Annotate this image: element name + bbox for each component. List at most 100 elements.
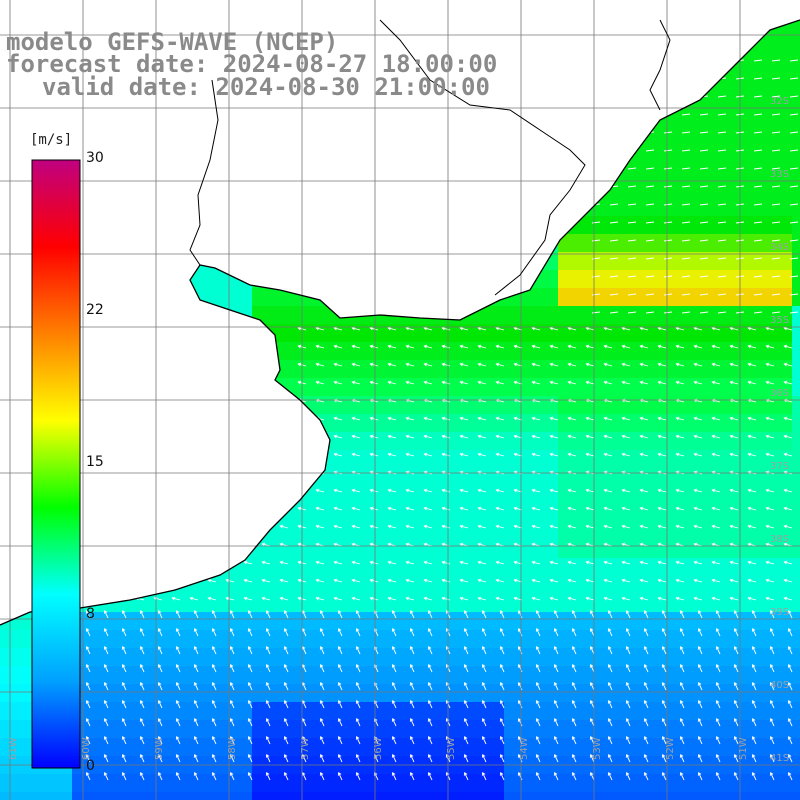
speed-cell: [774, 432, 792, 450]
wind-arrow: [748, 525, 757, 529]
speed-cell: [594, 486, 612, 504]
wind-arrow: [172, 597, 181, 601]
wind-arrow: [280, 561, 289, 565]
wind-arrow-head: [661, 681, 666, 686]
wind-arrow: [316, 597, 325, 601]
wind-arrow-head: [387, 578, 392, 583]
wind-arrow: [460, 597, 469, 601]
wind-arrow: [568, 417, 577, 421]
wind-arrow-head: [625, 771, 630, 776]
wind-arrow-head: [297, 596, 302, 601]
wind-arrow: [748, 507, 757, 511]
wind-arrow: [176, 754, 181, 763]
wind-arrow: [645, 221, 655, 224]
wind-arrow: [122, 772, 127, 781]
speed-cell: [648, 252, 666, 270]
wind-arrow: [586, 453, 595, 457]
speed-cell: [378, 702, 396, 720]
wind-arrow: [734, 772, 739, 781]
speed-cell: [468, 702, 486, 720]
wind-arrow-head: [783, 344, 788, 349]
speed-cell: [522, 612, 540, 630]
wind-arrow-head: [553, 771, 558, 776]
speed-cell: [216, 792, 234, 800]
wind-arrow: [644, 682, 649, 691]
wind-arrow-head: [589, 681, 594, 686]
speed-cell: [540, 270, 558, 288]
speed-cell: [702, 306, 720, 324]
speed-cell: [666, 180, 684, 198]
wind-arrow: [730, 363, 739, 367]
wind-arrow-head: [693, 452, 698, 457]
speed-cell: [432, 774, 450, 792]
wind-arrow-head: [517, 753, 522, 758]
wind-arrow: [717, 293, 727, 296]
wind-arrow: [753, 167, 763, 170]
wind-arrow-head: [513, 380, 518, 385]
wind-arrow: [104, 718, 109, 727]
wind-arrow: [500, 664, 505, 673]
speed-cell: [108, 666, 126, 684]
wind-arrow: [608, 664, 613, 673]
speed-cell: [504, 702, 522, 720]
speed-cell: [162, 684, 180, 702]
wind-arrow-head: [369, 380, 374, 385]
wind-arrow-head: [261, 578, 266, 583]
speed-cell: [558, 630, 576, 648]
wind-arrow-head: [549, 416, 554, 421]
speed-cell: [432, 738, 450, 756]
speed-cell: [684, 468, 702, 486]
speed-cell: [126, 738, 144, 756]
wind-arrow: [266, 718, 271, 727]
speed-cell: [774, 486, 792, 504]
wind-arrow: [788, 610, 793, 619]
speed-cell: [720, 522, 738, 540]
wind-arrow: [86, 772, 91, 781]
speed-cell: [54, 792, 72, 800]
speed-cell: [594, 450, 612, 468]
speed-cell: [522, 342, 540, 360]
wind-arrow: [424, 453, 433, 457]
wind-arrow-head: [517, 609, 522, 614]
wind-arrow-head: [175, 771, 180, 776]
speed-cell: [432, 720, 450, 738]
speed-cell: [216, 288, 234, 306]
wind-arrow: [316, 489, 325, 493]
wind-arrow: [532, 435, 541, 439]
speed-cell: [756, 360, 774, 378]
speed-cell: [774, 72, 792, 90]
wind-arrow: [572, 754, 577, 763]
wind-arrow: [428, 610, 433, 619]
wind-arrow: [698, 610, 703, 619]
speed-cell: [342, 702, 360, 720]
wind-arrow: [568, 453, 577, 457]
speed-cell: [450, 594, 468, 612]
wind-arrow: [244, 579, 253, 583]
wind-arrow-head: [787, 627, 792, 632]
speed-cell: [720, 774, 738, 792]
wind-arrow-head: [229, 717, 234, 722]
wind-arrow: [550, 489, 559, 493]
speed-cell: [504, 774, 522, 792]
wind-arrow: [370, 363, 379, 367]
wind-arrow: [771, 113, 781, 116]
wind-arrow-head: [121, 627, 126, 632]
speed-cell: [738, 522, 756, 540]
wind-arrow: [230, 682, 235, 691]
speed-cell: [216, 648, 234, 666]
wind-arrow: [388, 327, 397, 331]
wind-arrow: [536, 736, 541, 745]
speed-cell: [594, 684, 612, 702]
speed-cell: [378, 666, 396, 684]
wind-arrow: [86, 754, 91, 763]
speed-cell: [558, 648, 576, 666]
speed-cell: [666, 378, 684, 396]
wind-arrow-head: [459, 506, 464, 511]
speed-cell: [648, 774, 666, 792]
speed-cell: [90, 792, 108, 800]
wind-arrow-head: [499, 627, 504, 632]
wind-arrow-head: [121, 645, 126, 650]
speed-cell: [576, 612, 594, 630]
speed-cell: [504, 666, 522, 684]
speed-cell: [666, 630, 684, 648]
